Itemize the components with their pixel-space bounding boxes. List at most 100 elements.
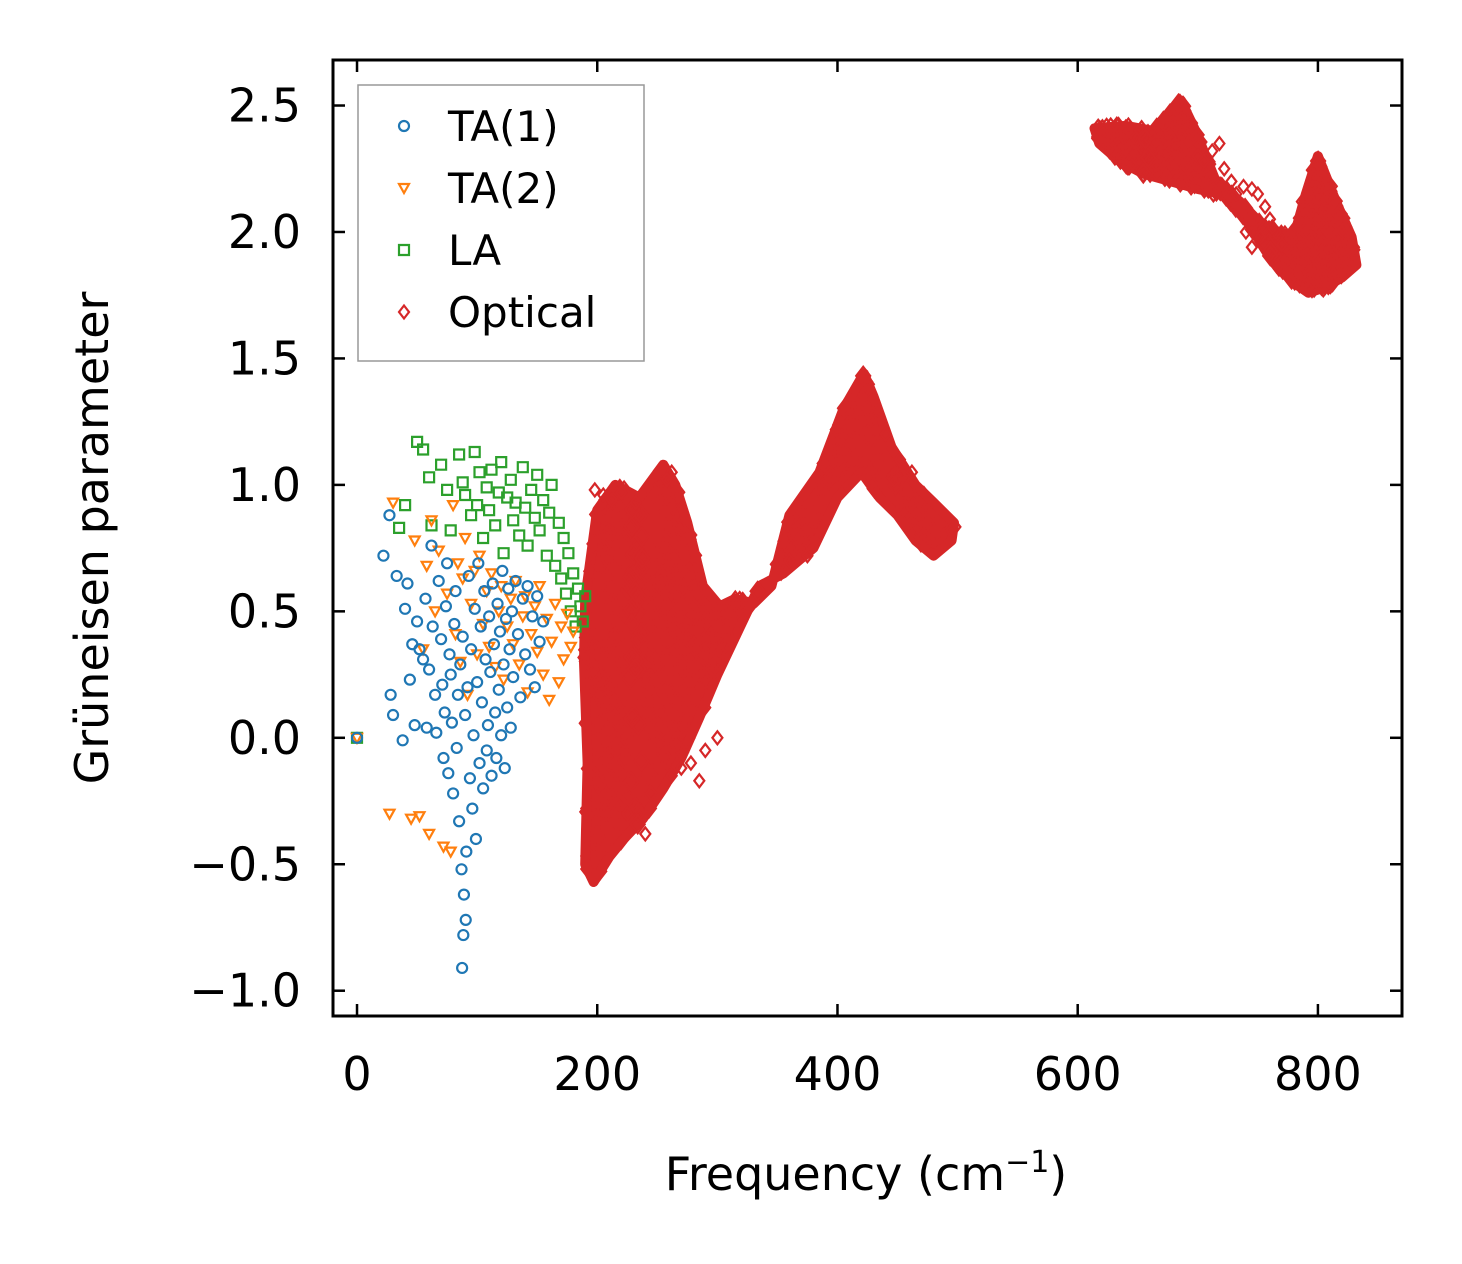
ta2-point	[524, 628, 539, 642]
optical-point	[617, 721, 635, 744]
ta1-point	[533, 635, 546, 648]
optical-point	[769, 553, 787, 576]
ta1-point	[469, 832, 483, 846]
legend: TA(1) TA(2) LA Optical	[357, 84, 645, 362]
optical-point	[591, 714, 608, 737]
optical-point	[632, 503, 650, 526]
optical-point	[814, 476, 831, 499]
optical-point	[600, 522, 618, 545]
x-axis-ticks: 0 200 400 600 800	[342, 60, 1362, 1101]
optical-point	[1239, 223, 1253, 241]
la-point	[571, 582, 585, 595]
la-point	[516, 461, 529, 474]
la-point	[473, 466, 486, 479]
ta1-point	[386, 708, 400, 722]
ta2-point	[382, 808, 397, 821]
optical-point	[1327, 222, 1344, 245]
optical-point	[1253, 228, 1267, 246]
optical-point	[1139, 146, 1157, 169]
x-tick-label: 800	[1274, 1047, 1362, 1101]
optical-point	[1251, 185, 1265, 203]
optical-point	[644, 690, 662, 713]
x-tick-label: 0	[342, 1047, 371, 1101]
ta2-point	[530, 646, 545, 660]
optical-point	[859, 381, 876, 404]
optical-point	[676, 614, 694, 636]
optical-point	[631, 657, 649, 680]
ta1-point	[383, 509, 396, 522]
y-tick-label: 1.5	[228, 331, 301, 385]
la-point	[543, 506, 556, 519]
ta1-point	[390, 569, 403, 583]
ta1-point	[480, 744, 493, 757]
ta1-point	[448, 617, 461, 631]
optical-point	[633, 525, 651, 548]
optical-point	[885, 466, 903, 489]
optical-point	[871, 411, 888, 434]
ta2-point	[554, 621, 569, 634]
optical-point	[889, 450, 907, 473]
optical-point	[1186, 125, 1204, 148]
ta1-point	[483, 610, 496, 623]
optical-point	[692, 663, 709, 686]
legend-marker-ta1	[397, 119, 411, 133]
optical-point	[917, 529, 935, 552]
series-optical	[577, 92, 1362, 887]
optical-point	[591, 810, 609, 833]
legend-marker-la	[397, 243, 411, 257]
optical-point	[1321, 175, 1339, 198]
optical-point	[650, 509, 668, 532]
ta1-point	[436, 678, 449, 691]
optical-point	[613, 517, 631, 540]
ta2-point	[404, 813, 418, 826]
optical-point	[621, 566, 639, 589]
optical-point	[659, 627, 677, 650]
optical-point	[614, 484, 628, 501]
la-point	[393, 521, 406, 535]
ta1-point	[460, 845, 473, 858]
optical-point	[677, 593, 694, 615]
ta2-point	[440, 588, 454, 601]
optical-point	[694, 696, 712, 719]
y-tick-label: 0.5	[228, 584, 301, 638]
ta2-point	[496, 674, 511, 687]
optical-point	[1108, 115, 1126, 138]
optical-point	[600, 785, 617, 808]
la-point	[423, 471, 436, 484]
ta1-point	[426, 620, 439, 633]
optical-point	[1237, 178, 1250, 195]
optical-point	[1173, 169, 1191, 192]
la-point	[559, 587, 573, 600]
optical-point	[668, 737, 686, 760]
optical-point	[1280, 227, 1298, 250]
legend-marker-optical	[397, 303, 411, 321]
optical-point	[611, 695, 629, 718]
ta1-point	[447, 787, 460, 800]
optical-point	[1245, 180, 1259, 198]
la-point	[513, 529, 526, 542]
optical-point	[1275, 236, 1289, 253]
ta1-point	[516, 592, 529, 605]
optical-point	[793, 499, 811, 522]
optical-point	[603, 580, 621, 603]
optical-point	[675, 573, 693, 596]
la-point	[471, 499, 484, 512]
optical-point	[674, 759, 688, 777]
la-point	[444, 524, 457, 537]
optical-point	[866, 414, 884, 437]
la-point	[562, 547, 575, 560]
optical-point	[822, 465, 840, 488]
optical-point	[595, 791, 613, 813]
ta2-point	[491, 606, 506, 619]
la-point	[552, 516, 565, 529]
plot-frame	[331, 58, 1404, 1018]
optical-point	[837, 418, 855, 441]
ta1-point	[384, 688, 397, 701]
optical-point	[1205, 142, 1219, 160]
optical-point	[600, 692, 618, 715]
ta1-point	[478, 585, 491, 598]
ta1-point	[461, 681, 474, 694]
optical-point	[664, 518, 681, 541]
optical-point	[653, 704, 671, 727]
optical-point	[669, 692, 687, 715]
